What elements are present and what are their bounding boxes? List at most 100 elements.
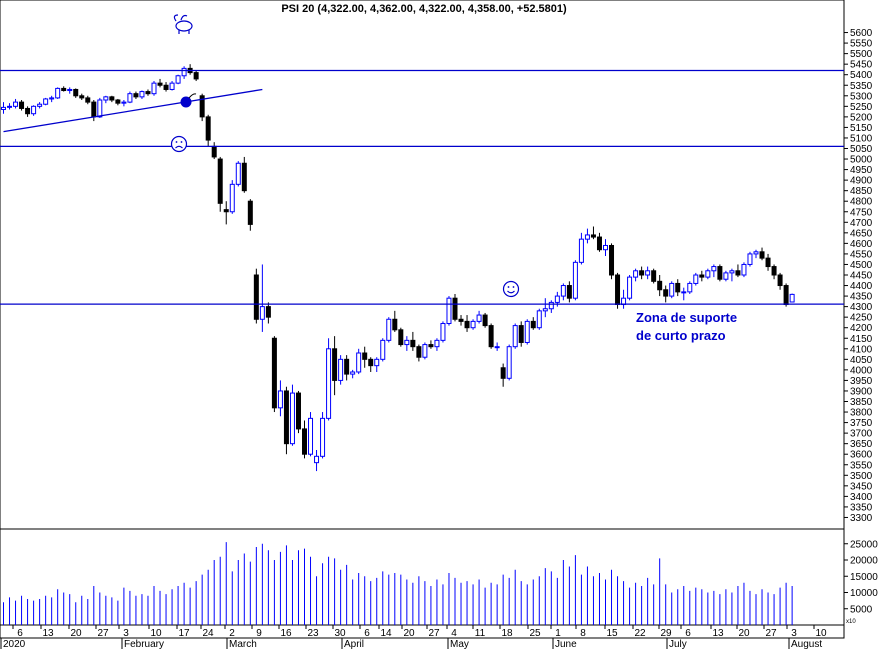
candle-body — [374, 358, 380, 367]
price-tick-label: 4250 — [850, 313, 873, 324]
candle-body — [302, 428, 307, 455]
candle-body — [241, 162, 247, 192]
candle-body — [103, 96, 109, 101]
date-tick-label: 20 — [70, 628, 82, 639]
candle-body — [476, 314, 482, 322]
candle-body — [699, 274, 705, 278]
date-tick-label: 14 — [380, 628, 392, 639]
date-tick-label: 16 — [280, 628, 292, 639]
date-tick-label: 3 — [123, 628, 129, 639]
price-tick-label: 3750 — [850, 418, 873, 429]
candle-body — [500, 367, 506, 379]
candle-body — [603, 244, 608, 251]
candle-body — [566, 285, 572, 299]
candle-body — [596, 236, 602, 251]
candle-body — [512, 325, 518, 348]
candle-body — [199, 95, 205, 118]
date-tick-label: 13 — [712, 628, 724, 639]
candle-body — [609, 244, 615, 276]
candle-body — [518, 325, 524, 343]
candle-body — [789, 293, 795, 303]
candle-body — [777, 274, 783, 287]
candle-body — [729, 270, 735, 274]
candle-body — [350, 371, 356, 375]
candle-body — [482, 314, 488, 327]
candle-body — [169, 82, 175, 90]
date-tick-label: 30 — [334, 628, 346, 639]
date-tick-label: 20 — [738, 628, 750, 639]
candle-body — [464, 320, 470, 329]
month-label: 2020 — [3, 639, 26, 649]
price-tick-label: 3300 — [850, 513, 873, 524]
bomb-icon — [180, 93, 197, 108]
candle-body — [584, 234, 590, 240]
trendline — [3, 88, 263, 133]
candle-body — [428, 344, 434, 348]
month-label: April — [344, 639, 364, 649]
candle-body — [494, 346, 500, 349]
candle-body — [163, 84, 169, 90]
candle-body — [765, 257, 771, 268]
candle-body — [320, 417, 326, 457]
date-tick-label: 27 — [765, 628, 777, 639]
candle-body — [368, 358, 374, 367]
candle-body — [572, 261, 578, 299]
candle-body — [362, 352, 368, 360]
candle-body — [19, 101, 25, 109]
price-tick-label: 3550 — [850, 460, 873, 471]
date-tick-label: 27 — [97, 628, 109, 639]
candle-body — [73, 88, 79, 97]
price-tick-label: 3850 — [850, 397, 873, 408]
annotation-line-2: de curto prazo — [636, 328, 726, 343]
candle-body — [639, 270, 645, 276]
date-tick-label: 4 — [451, 628, 457, 639]
price-tick-label: 4700 — [850, 218, 873, 229]
candle-body — [524, 320, 530, 343]
candle-body — [723, 272, 729, 280]
price-tick-label: 3900 — [850, 386, 873, 397]
candle-body — [314, 455, 320, 464]
candle-body — [470, 320, 476, 329]
candle-body — [229, 183, 235, 213]
candle-body — [181, 67, 187, 77]
date-tick-label: 11 — [475, 628, 486, 639]
candle-body — [109, 96, 115, 101]
candle-body — [326, 348, 332, 419]
candle-body — [458, 318, 464, 322]
candle-body — [410, 339, 416, 348]
date-tick-label: 15 — [606, 628, 618, 639]
candle-body — [416, 346, 422, 358]
candle-body — [235, 162, 241, 185]
price-tick-label: 3600 — [850, 450, 873, 461]
candle-body — [271, 337, 277, 409]
price-tick-label: 3700 — [850, 429, 873, 440]
date-tick-label: 9 — [256, 628, 262, 639]
month-label: March — [229, 639, 257, 649]
candle-body — [247, 200, 253, 225]
candle-body — [253, 274, 259, 320]
candle-body — [356, 352, 362, 373]
candle-body — [97, 99, 103, 118]
candle-body — [85, 97, 91, 103]
price-tick-label: 4600 — [850, 239, 873, 250]
price-tick-label: 5300 — [850, 91, 873, 102]
candle-body — [289, 392, 295, 445]
smiley-face-icon — [502, 280, 520, 298]
candle-body — [223, 209, 229, 213]
price-tick-label: 3950 — [850, 376, 873, 387]
price-tick-label: 4000 — [850, 365, 873, 376]
price-tick-label: 4800 — [850, 197, 873, 208]
volume-tick-label: 10000 — [850, 588, 878, 599]
candle-body — [133, 93, 139, 98]
candle-body — [380, 339, 386, 360]
price-tick-label: 3650 — [850, 439, 873, 450]
candle-body — [404, 339, 410, 346]
price-tick-label: 4050 — [850, 355, 873, 366]
price-tick-label: 4650 — [850, 228, 873, 239]
candle-body — [422, 344, 428, 358]
date-tick-label: 25 — [529, 628, 541, 639]
candle-body — [332, 348, 338, 381]
date-tick-label: 6 — [17, 628, 23, 639]
candle-body — [663, 289, 669, 297]
candle-body — [542, 308, 548, 312]
